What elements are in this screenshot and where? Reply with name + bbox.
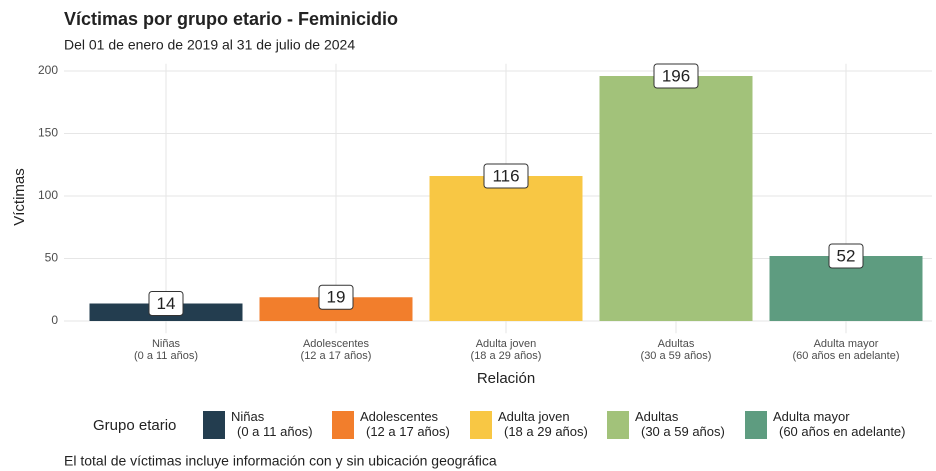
legend-key	[745, 411, 767, 439]
y-tick-label: 100	[38, 188, 58, 202]
legend-key	[332, 411, 354, 439]
data-label: 19	[327, 288, 346, 307]
legend-key	[470, 411, 492, 439]
data-label: 14	[157, 294, 176, 313]
y-tick-label: 200	[38, 63, 58, 77]
y-axis-title: Víctimas	[11, 168, 28, 226]
legend-label: Adulta mayor (60 años en adelante)	[773, 409, 905, 439]
x-axis-title: Relación	[477, 370, 535, 387]
x-tick-label: Adolescentes (12 a 17 años)	[301, 338, 372, 362]
legend-label: Adolescentes (12 a 17 años)	[360, 409, 450, 439]
chart-title: Víctimas por grupo etario - Feminicidio	[64, 9, 398, 29]
y-tick-label: 50	[45, 251, 59, 265]
label-box	[148, 291, 184, 316]
label-box	[483, 163, 529, 189]
legend-label: Adultas (30 a 59 años)	[635, 409, 725, 439]
legend-key	[203, 411, 225, 439]
label-box	[318, 284, 354, 310]
legend-label: Niñas (0 a 11 años)	[231, 409, 313, 439]
data-label: 116	[492, 166, 519, 185]
chart-subtitle: Del 01 de enero de 2019 al 31 de julio d…	[64, 37, 355, 53]
caption: El total de víctimas incluye información…	[64, 453, 497, 469]
legend-label: Adulta joven (18 a 29 años)	[498, 409, 588, 439]
label-box	[653, 63, 699, 89]
data-label: 52	[837, 246, 856, 265]
x-tick-label: Adulta joven (18 a 29 años)	[471, 338, 542, 362]
x-tick-label: Niñas (0 a 11 años)	[134, 338, 198, 362]
y-tick-label: 0	[51, 313, 58, 327]
x-tick-label: Adulta mayor (60 años en adelante)	[792, 338, 899, 362]
y-tick-label: 150	[38, 126, 58, 140]
legend-title: Grupo etario	[93, 417, 176, 434]
legend-key	[607, 411, 629, 439]
label-box	[828, 243, 864, 269]
bar	[429, 176, 583, 321]
data-label: 196	[662, 66, 690, 85]
bar	[599, 76, 753, 321]
x-tick-label: Adultas (30 a 59 años)	[641, 338, 712, 362]
